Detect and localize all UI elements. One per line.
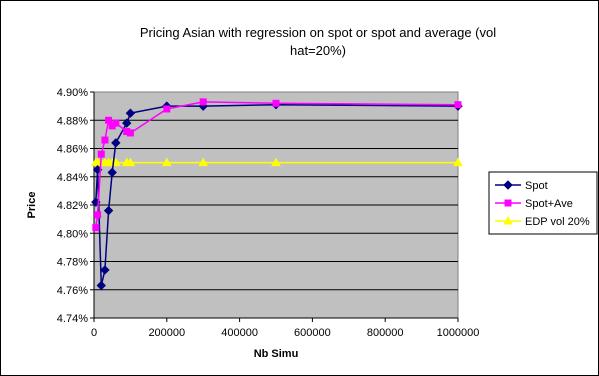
- x-tick-label: 800000: [367, 327, 404, 339]
- point-spot-ave: [112, 119, 120, 127]
- chart-title-line2: hat=20%): [290, 43, 346, 58]
- y-tick-label: 4.88%: [57, 115, 88, 127]
- point-spot-ave: [105, 116, 113, 124]
- y-tick-label: 4.84%: [57, 172, 88, 184]
- y-tick-label: 4.90%: [57, 87, 88, 99]
- y-tick-label: 4.74%: [57, 313, 88, 325]
- legend-label-edp-vol-20: EDP vol 20%: [525, 216, 590, 228]
- series-layer: [90, 98, 463, 291]
- x-axis-label: Nb Simu: [254, 348, 299, 360]
- legend-marker-edp-vol-20: [503, 215, 513, 225]
- point-edp-vol-20: [453, 157, 463, 167]
- point-spot-ave: [272, 99, 280, 107]
- y-tick-label: 4.76%: [57, 285, 88, 297]
- point-edp-vol-20: [271, 157, 281, 167]
- point-spot: [107, 167, 117, 178]
- y-axis-ticks: 4.74% 4.76% 4.78% 4.80% 4.82% 4.84% 4.86% 4.88%…: [57, 87, 95, 325]
- legend-label-spot-ave: Spot+Ave: [525, 198, 573, 210]
- point-edp-vol-20: [198, 157, 209, 167]
- x-tick-label: 200000: [148, 327, 185, 339]
- series-spot-ave: [92, 98, 462, 232]
- x-tick-label: 1000000: [437, 327, 480, 339]
- y-tick-label: 4.80%: [57, 228, 88, 240]
- y-tick-label: 4.82%: [57, 200, 88, 212]
- point-spot-ave: [101, 136, 109, 144]
- point-edp-vol-20: [161, 157, 172, 167]
- y-tick-label: 4.78%: [57, 257, 88, 269]
- point-spot-ave: [199, 98, 207, 106]
- point-spot-ave: [126, 129, 134, 137]
- point-spot: [100, 265, 110, 275]
- point-spot-ave: [163, 105, 171, 113]
- point-edp-vol-20: [125, 157, 136, 167]
- point-spot: [125, 108, 136, 118]
- x-tick-label: 0: [91, 327, 97, 339]
- point-spot: [103, 205, 114, 216]
- point-spot-ave: [97, 150, 105, 158]
- gridlines: [94, 119, 458, 291]
- point-spot: [122, 118, 132, 128]
- x-axis-ticks: 0 200000 400000 600000 800000 1000000: [91, 317, 480, 339]
- point-spot: [111, 138, 121, 148]
- x-tick-label: 400000: [221, 327, 258, 339]
- legend: Spot Spot+Ave EDP vol 20%: [488, 171, 598, 235]
- chart-title-line1: Pricing Asian with regression on spot or…: [140, 25, 496, 40]
- point-spot-ave: [454, 101, 462, 109]
- y-tick-label: 4.86%: [57, 144, 88, 156]
- legend-marker-spot: [503, 180, 513, 190]
- point-spot: [96, 280, 106, 291]
- legend-label-spot: Spot: [525, 180, 548, 192]
- legend-marker-spot-ave: [504, 199, 512, 207]
- x-tick-label: 600000: [294, 327, 331, 339]
- point-spot-ave: [94, 211, 102, 219]
- y-axis-label: Price: [26, 192, 38, 219]
- point-spot-ave: [92, 224, 100, 232]
